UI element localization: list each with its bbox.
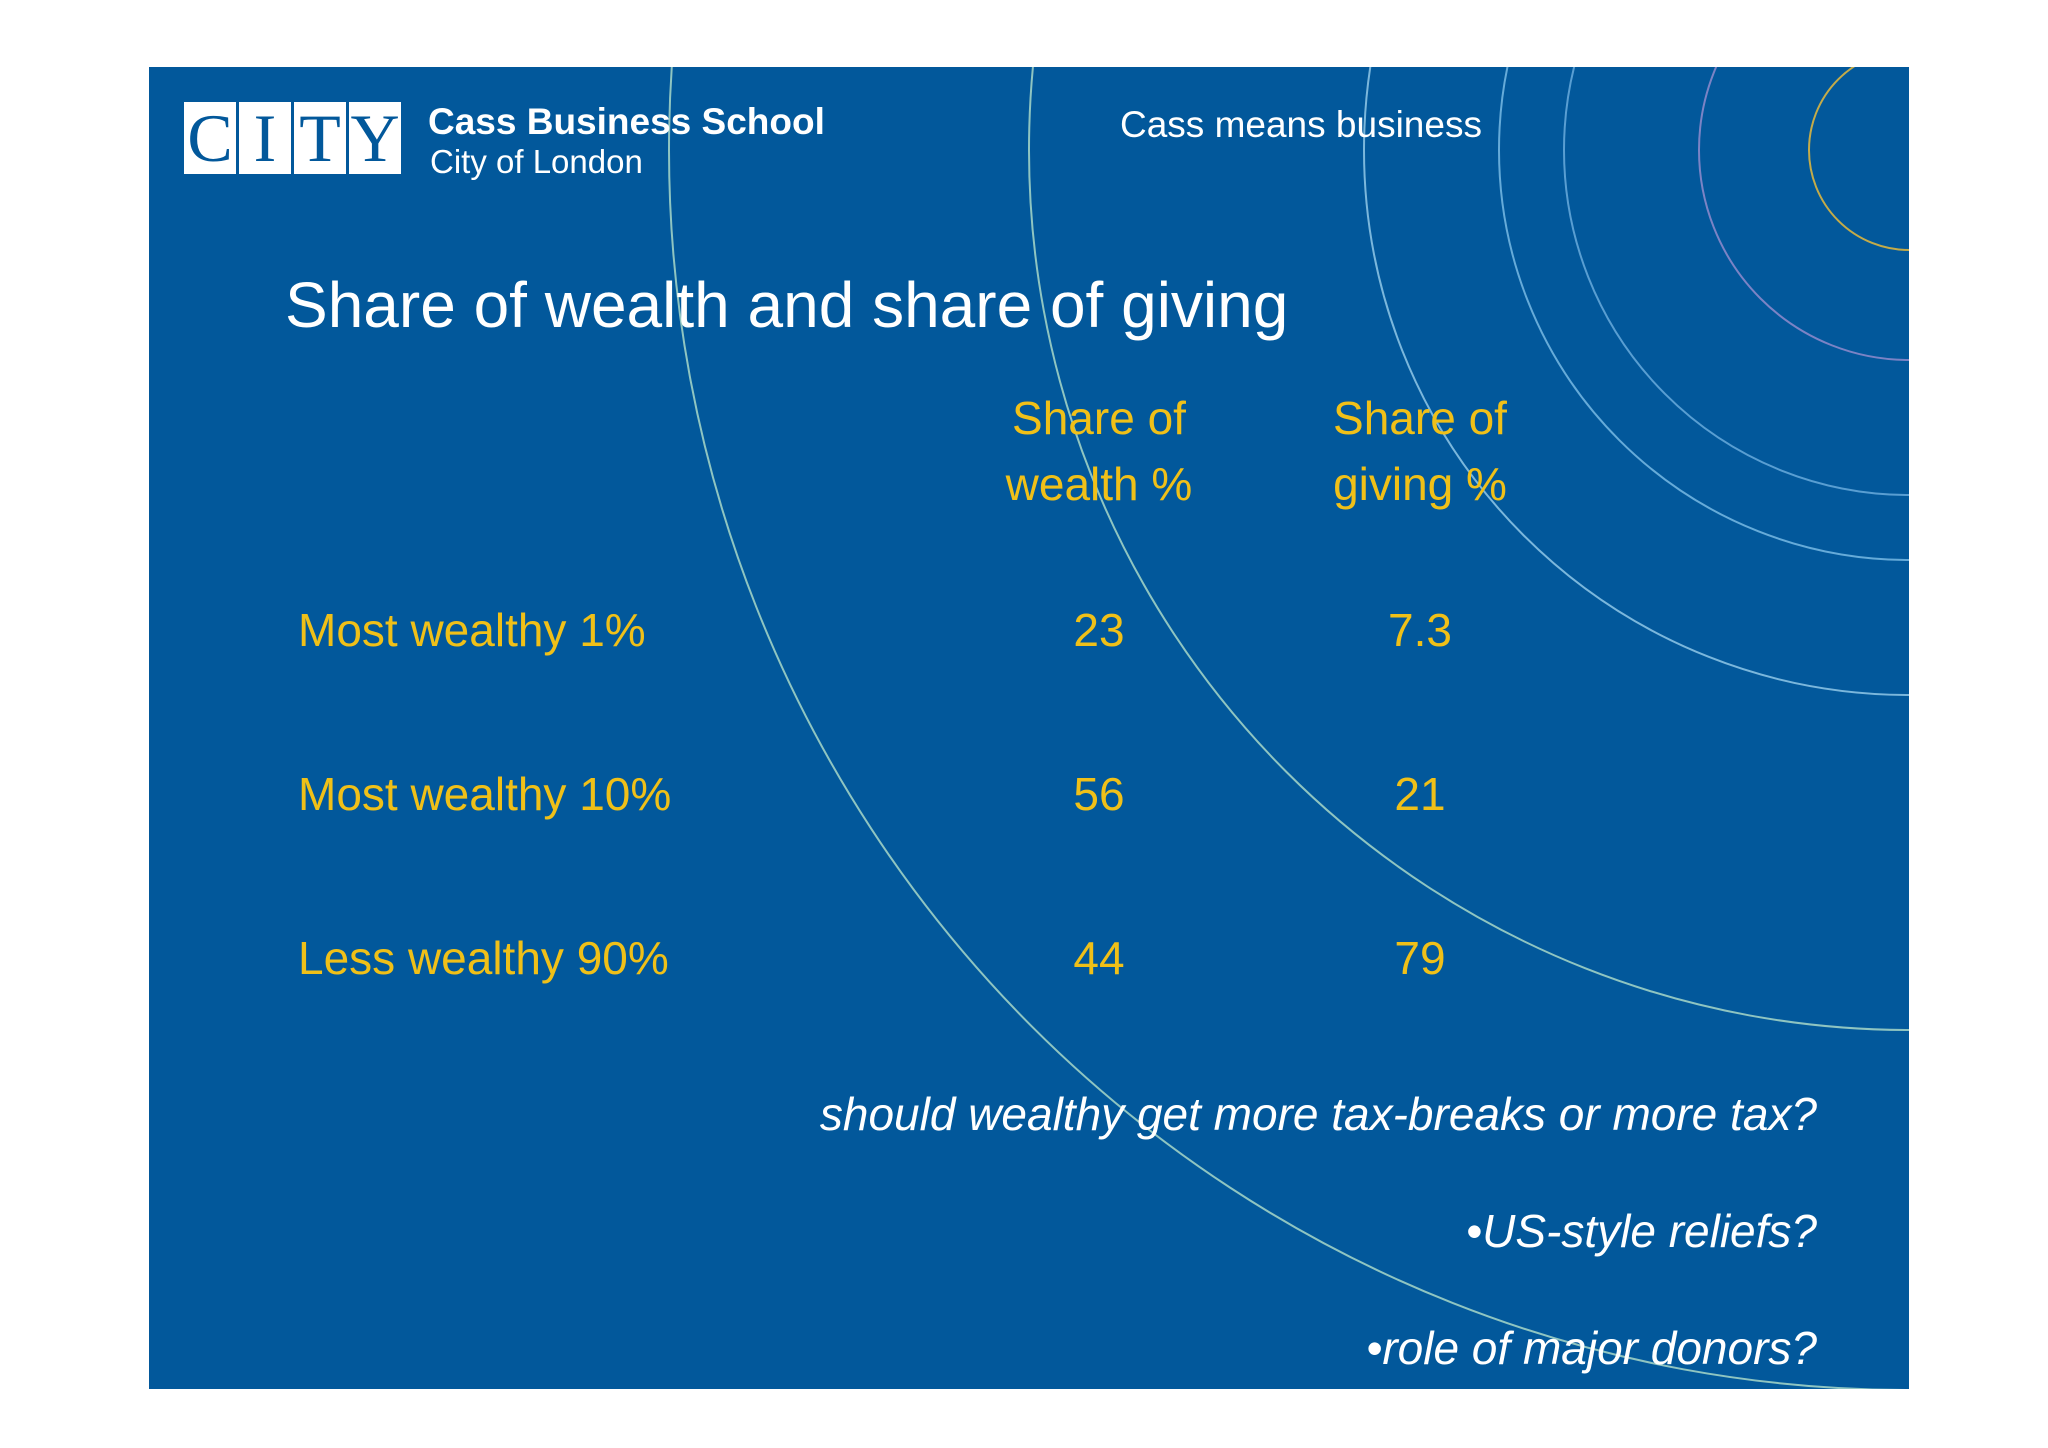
arc-4 [1498,67,1909,561]
tagline: Cass means business [1120,104,1482,145]
page-title: Share of wealth and share of giving [285,269,1289,341]
arc-3 [1563,67,1909,496]
row-label-bottom-90: Less wealthy 90% [298,932,669,984]
logo-letter-y: Y [349,100,401,176]
arc-5 [1363,67,1909,696]
arc-7 [668,67,1909,1389]
row-label-top-1: Most wealthy 1% [298,604,646,656]
arc-1 [1808,67,1909,251]
brand-name: Cass Business School [428,101,825,142]
cell-giving-top-10: 21 [1394,768,1446,820]
brand-subtitle: City of London [430,143,643,180]
slide: C I T Y Cass Business School City of Lon… [149,67,1909,1389]
cell-giving-top-1: 7.3 [1388,604,1452,656]
note-major-donors: •role of major donors? [1366,1322,1817,1374]
logo-letter-i: I [239,102,291,174]
column-header-giving: Share of giving % [1333,392,1507,510]
note-question: should wealthy get more tax-breaks or mo… [819,1088,1817,1140]
cell-giving-bottom-90: 79 [1394,932,1446,984]
cell-wealth-top-1: 23 [1073,604,1125,656]
arc-6 [1028,67,1909,1031]
column-header-wealth: Share of wealth % [1005,392,1193,510]
logo-letter-t: T [294,102,346,174]
decorative-arcs [668,67,1909,1389]
cell-wealth-bottom-90: 44 [1073,932,1125,984]
cell-wealth-top-10: 56 [1073,768,1125,820]
logo-letter-c: C [184,102,236,174]
arc-2 [1698,67,1909,361]
row-label-top-10: Most wealthy 10% [298,768,672,820]
note-us-reliefs: •US-style reliefs? [1466,1205,1817,1257]
